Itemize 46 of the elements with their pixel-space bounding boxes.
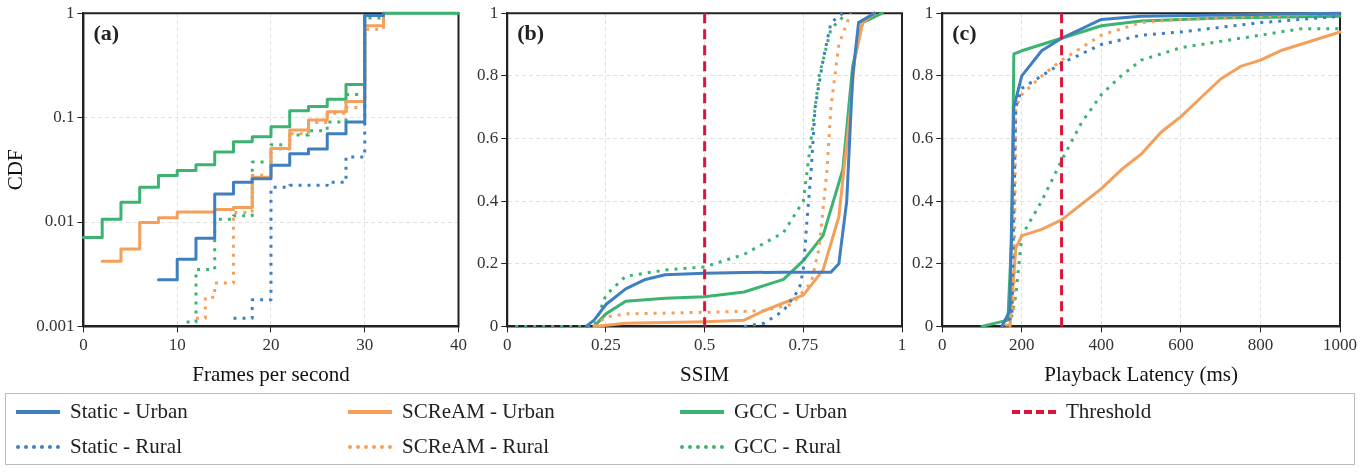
y-tick-label: 0.8 [912, 65, 934, 85]
legend-label: Static - Urban [70, 399, 188, 424]
y-tick-label: 0 [489, 315, 499, 335]
annotation: (c) [952, 19, 977, 45]
legend-label: GCC - Rural [734, 434, 842, 459]
y-tick-label: 0.6 [912, 127, 934, 147]
x-tick-label: 30 [356, 335, 374, 355]
x-tick-label: 0 [79, 335, 88, 355]
x-tick-label: 40 [450, 335, 467, 355]
y-axis-title: CDF [3, 149, 28, 191]
legend-label: SCReAM - Urban [402, 399, 555, 424]
annotation: (a) [93, 19, 120, 45]
y-tick-label: 0.8 [477, 65, 499, 85]
x-tick-label: 200 [1009, 335, 1035, 355]
x-tick-label: 0 [503, 335, 512, 355]
x-tick-label: 1000 [1323, 335, 1357, 355]
y-tick-label: 0.2 [912, 253, 934, 273]
y-tick-label: 0.1 [53, 107, 75, 127]
y-tick-label: 1 [924, 2, 934, 22]
legend-label: GCC - Urban [734, 399, 848, 424]
y-tick-label: 0.001 [36, 315, 75, 335]
x-tick-label: 0.25 [591, 335, 621, 355]
legend-label: Threshold [1066, 399, 1152, 424]
x-tick-label: 800 [1247, 335, 1274, 355]
x-tick-label: 0.5 [694, 335, 716, 355]
x-axis-title: Frames per second [192, 361, 351, 386]
y-tick-label: 0 [924, 315, 934, 335]
x-tick-label: 20 [262, 335, 280, 355]
x-tick-label: 0 [938, 335, 947, 355]
x-tick-label: 400 [1088, 335, 1115, 355]
y-tick-label: 0.01 [44, 211, 75, 231]
y-tick-label: 0.4 [912, 190, 934, 210]
y-tick-label: 1 [489, 2, 499, 22]
x-tick-label: 1 [897, 335, 907, 355]
x-tick-label: 10 [168, 335, 186, 355]
legend-label: Static - Rural [70, 434, 182, 459]
annotation: (b) [517, 19, 545, 45]
x-axis-title: SSIM [680, 361, 730, 386]
y-tick-label: 0.4 [477, 190, 499, 210]
y-tick-label: 1 [65, 2, 75, 22]
y-tick-label: 0.6 [477, 127, 499, 147]
x-tick-label: 600 [1168, 335, 1194, 355]
y-tick-label: 0.2 [477, 253, 499, 273]
x-tick-label: 0.75 [788, 335, 819, 355]
legend-label: SCReAM - Rural [402, 434, 549, 459]
x-axis-title: Playback Latency (ms) [1044, 361, 1238, 386]
